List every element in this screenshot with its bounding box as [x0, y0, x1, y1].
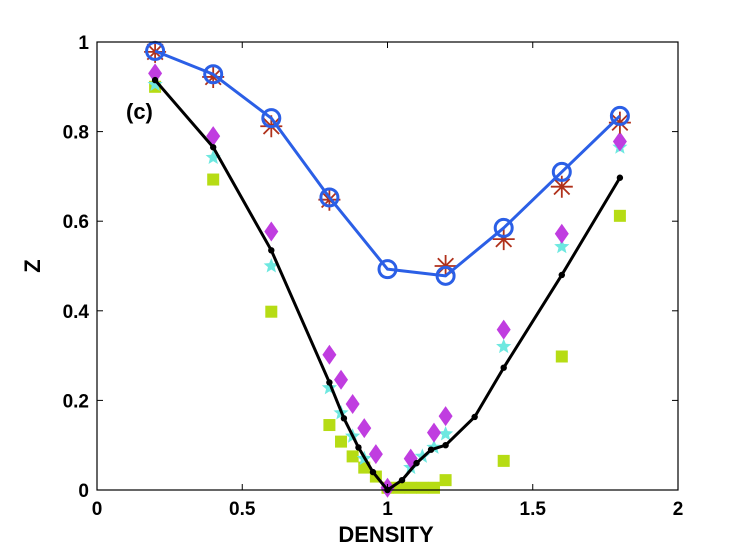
series-line	[153, 79, 622, 492]
x-tick-label: 2	[673, 499, 684, 520]
data-point-square	[404, 481, 417, 494]
data-point-diamond	[345, 393, 360, 414]
data-point-square	[439, 474, 452, 487]
data-point-diamond	[357, 418, 372, 439]
data-point-square	[207, 173, 220, 186]
data-point-diamond	[264, 221, 279, 242]
plot-area	[144, 40, 631, 498]
data-point-dot	[355, 444, 362, 451]
data-point-dot	[151, 76, 159, 84]
y-tick-label: 0.8	[63, 123, 89, 144]
series-black-dots-line	[151, 76, 624, 494]
data-point-square	[555, 350, 568, 363]
data-point-square	[613, 209, 626, 222]
data-point-star	[496, 338, 512, 354]
data-point-dot	[210, 144, 217, 151]
data-point-asterisk	[492, 228, 515, 251]
data-point-asterisk	[202, 65, 225, 88]
series-line	[154, 49, 621, 278]
data-point-diamond	[438, 406, 453, 427]
x-tick-label: 1	[382, 499, 393, 520]
data-point-dot	[268, 247, 275, 254]
data-point-diamond	[334, 369, 349, 390]
data-point-asterisk	[608, 111, 631, 134]
data-point-asterisk	[550, 175, 573, 198]
data-point-dot	[558, 271, 565, 279]
data-point-diamond	[426, 422, 441, 443]
data-point-star	[147, 76, 163, 92]
y-tick-label: 1	[78, 33, 89, 54]
data-point-dot	[471, 413, 478, 421]
data-point-star	[554, 238, 570, 254]
x-tick-label: 1.5	[520, 499, 547, 520]
data-point-square	[427, 481, 440, 494]
data-point-circle	[551, 161, 572, 182]
series-magenta-diamonds	[148, 63, 627, 498]
data-point-dot	[413, 459, 420, 467]
y-axis-label: Z	[20, 259, 45, 272]
data-point-circle	[261, 108, 282, 129]
data-point-dot	[398, 476, 406, 484]
data-point-dot	[326, 379, 333, 386]
data-point-diamond	[368, 444, 383, 465]
data-point-diamond	[148, 63, 163, 84]
axes: 0 0.5 1 1.5 2 0 0.2 0.4 0.6 0.8 1	[63, 33, 684, 520]
y-tick-label: 0	[78, 481, 89, 502]
data-point-circle	[319, 187, 340, 208]
axes-frame	[96, 41, 679, 491]
data-point-star	[437, 426, 454, 441]
data-point-circle	[377, 259, 398, 280]
series-blue-circles-line	[145, 40, 630, 286]
y-tick-label: 0.6	[63, 212, 89, 233]
data-point-diamond	[554, 223, 569, 244]
data-point-star	[426, 439, 442, 454]
data-point-dot	[340, 415, 348, 422]
data-point-diamond	[496, 319, 511, 340]
data-point-square	[265, 305, 278, 318]
data-point-dot	[442, 442, 449, 449]
data-point-square	[335, 435, 348, 448]
x-axis-label: DENSITY	[338, 522, 434, 547]
data-point-star	[263, 258, 279, 273]
data-point-dot	[500, 364, 507, 371]
data-point-circle	[609, 105, 630, 126]
data-point-circle	[203, 64, 224, 85]
data-point-star	[205, 149, 221, 165]
data-point-square	[497, 454, 510, 467]
y-tick-label: 0.2	[63, 391, 89, 412]
data-point-diamond	[612, 131, 627, 152]
data-point-dot	[427, 446, 435, 453]
data-point-dot	[616, 174, 624, 181]
data-point-star	[321, 379, 338, 395]
data-point-diamond	[322, 344, 337, 365]
data-point-star	[414, 448, 430, 463]
panel-label: (c)	[126, 99, 153, 124]
data-point-circle	[493, 217, 514, 238]
x-tick-label: 0.5	[229, 499, 256, 520]
data-point-square	[323, 419, 336, 432]
data-point-square	[416, 481, 429, 494]
data-point-square	[346, 450, 359, 463]
x-tick-label: 0	[92, 499, 103, 520]
y-tick-label: 0.4	[63, 302, 90, 323]
data-point-circle	[435, 265, 456, 286]
data-point-dot	[369, 468, 377, 476]
